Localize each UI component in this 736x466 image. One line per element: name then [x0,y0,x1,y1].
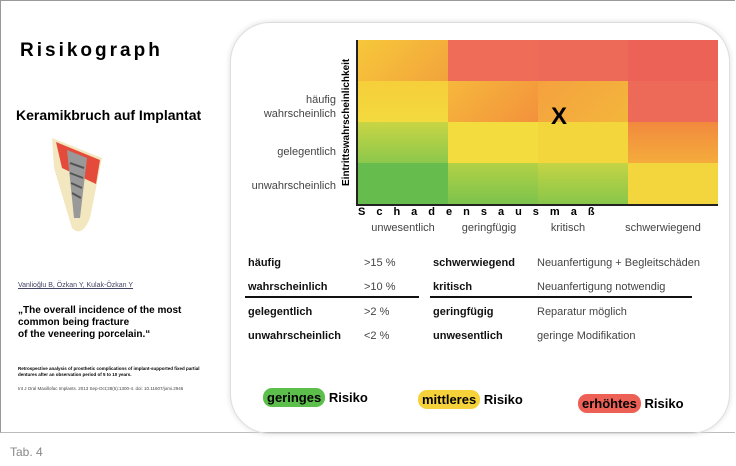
severity-description: Neuanfertigung + Begleitschäden [537,257,700,269]
risk-highlight: erhöhtes [578,394,641,413]
row-label: unwahrscheinlich [236,180,336,192]
implant-illustration [42,128,112,243]
probability-term: gelegentlich [248,306,312,318]
cell [628,40,718,81]
cell [448,122,538,163]
probability-term: unwahrscheinlich [248,330,341,342]
risk-highlight: geringes [263,388,325,407]
quote-line: of the veneering porcelain.“ [18,329,181,341]
row-label: gelegentlich [236,146,336,158]
row-label: häufig [240,94,336,106]
subtitle: Keramikbruch auf Implantat [16,107,201,123]
quote-line: common being fracture [18,317,181,329]
risk-word: Risiko [645,396,684,411]
severity-term: geringfügig [433,306,494,318]
cell [448,81,538,122]
risk-legend-item: erhöhtes Risiko [578,396,684,411]
y-axis-title: Eintrittswahrscheinlichkeit [341,40,352,204]
cell [628,81,718,122]
page: Risikograph Keramikbruch auf Implantat V… [0,0,736,466]
x-axis-title: Schadensausmaß [358,206,606,218]
severity-term: kritisch [433,281,472,293]
row-label: wahrscheinlich [236,108,336,120]
cell [538,163,628,204]
citation: Int J Oral Maxillofac Implants. 2013 Sep… [18,386,183,391]
cell [628,122,718,163]
column-label: kritisch [523,222,613,234]
probability-value: >15 % [364,257,396,269]
probability-value: <2 % [364,330,389,342]
cell [358,163,448,204]
cell [358,40,448,81]
risk-marker: X [551,103,567,131]
column-label: geringfügig [444,222,534,234]
authors: Vanlioğlu B, Özkan Y, Kulak-Özkan Y [18,282,133,289]
column-label: schwerwiegend [618,222,708,234]
cell [358,81,448,122]
cell [448,40,538,81]
severity-term: unwesentlich [433,330,503,342]
title: Risikograph [20,40,163,62]
severity-description: Neuanfertigung notwendig [537,281,665,293]
probability-term: wahrscheinlich [248,281,327,293]
risk-legend-item: mittleres Risiko [418,392,523,407]
quote-line: „The overall incidence of the most [18,305,181,317]
severity-term: schwerwiegend [433,257,515,269]
probability-value: >2 % [364,306,389,318]
quote: „The overall incidence of the most commo… [18,305,181,341]
probability-value: >10 % [364,281,396,293]
risk-highlight: mittleres [418,390,480,409]
severity-description: Reparatur möglich [537,306,627,318]
divider [430,296,692,298]
cell [448,163,538,204]
risk-word: Risiko [329,390,368,405]
probability-term: häufig [248,257,281,269]
cell [538,40,628,81]
y-axis [356,40,358,206]
severity-description: geringe Modifikation [537,330,635,342]
caption: Tab. 4 [10,445,43,459]
divider [245,296,419,298]
article: Retrospective analysis of prosthetic com… [18,366,208,378]
cell [358,122,448,163]
column-label: unwesentlich [358,222,448,234]
risk-word: Risiko [484,392,523,407]
cell [628,163,718,204]
risk-legend-item: geringes Risiko [263,390,368,405]
